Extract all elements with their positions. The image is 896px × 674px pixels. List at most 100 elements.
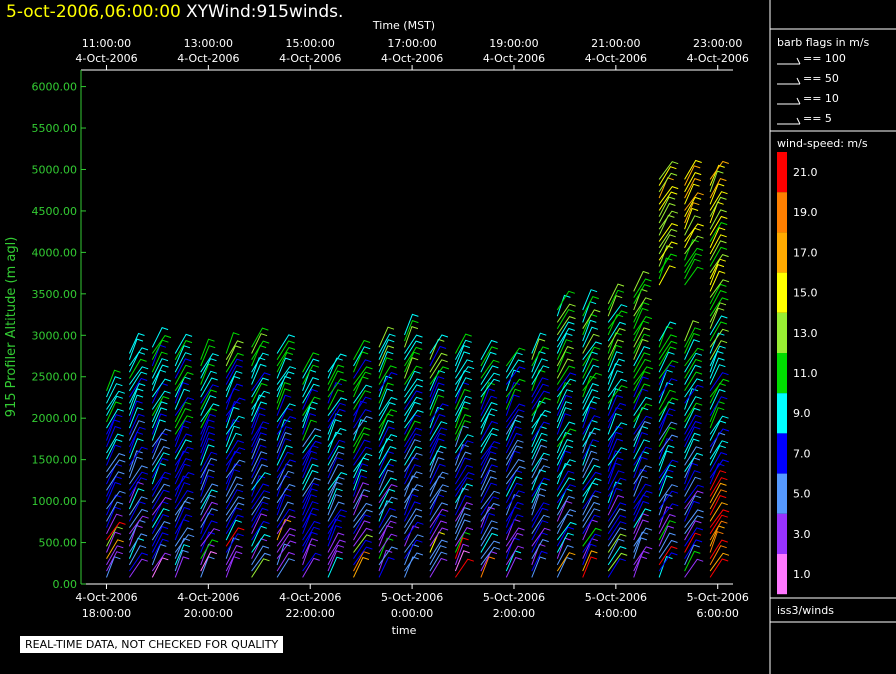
color-legend-label: 17.0 [793, 246, 818, 259]
top-tick-date: 4-Oct-2006 [483, 52, 545, 65]
wind-barb [353, 453, 373, 472]
wind-barb [480, 476, 497, 497]
wind-barb [429, 463, 446, 485]
wind-barb [556, 450, 572, 472]
wind-barb [327, 488, 343, 510]
wind-barb [378, 507, 396, 528]
wind-barb [404, 378, 424, 398]
wind-barb [684, 358, 702, 379]
wind-barb [404, 433, 422, 454]
wind-barb [174, 358, 192, 379]
wind-barb [709, 388, 726, 410]
color-legend-swatch [777, 272, 787, 313]
wind-barb [128, 533, 148, 553]
wind-barb [684, 339, 700, 360]
wind-barb [454, 359, 474, 379]
wind-barb [174, 534, 195, 553]
wind-barb [709, 328, 729, 348]
wind-barb [556, 327, 575, 348]
wind-barb [251, 377, 269, 398]
wind-barb [582, 346, 601, 367]
wind-barb [633, 415, 653, 435]
wind-barb [251, 444, 267, 466]
barb-legend-title: barb flags in m/s [777, 36, 870, 49]
wind-barb [633, 333, 651, 354]
wind-barb [658, 191, 678, 211]
wind-barb [128, 420, 145, 441]
wind-barb [128, 338, 144, 360]
legend-frame [769, 0, 896, 674]
wind-barb [684, 438, 700, 460]
wind-barb [404, 493, 419, 516]
wind-barb [151, 378, 172, 398]
wind-barb [556, 470, 575, 491]
barb-legend-symbol [777, 97, 801, 105]
wind-barb [276, 340, 295, 360]
wind-barb [709, 177, 727, 199]
wind-barb [607, 332, 622, 354]
wind-barb [607, 477, 627, 497]
wind-barb [684, 159, 702, 180]
wind-barb [200, 377, 218, 398]
wind-barb [709, 221, 728, 242]
wind-barb [607, 321, 626, 342]
wind-barb [128, 471, 149, 491]
wind-barb [251, 463, 268, 485]
wind-barb [174, 450, 190, 472]
wind-barb [505, 403, 526, 423]
wind-barb [128, 394, 144, 416]
wind-barb [251, 451, 268, 472]
wind-barb [480, 420, 498, 441]
wind-barb [658, 186, 679, 205]
wind-barb [684, 183, 700, 205]
wind-barb [276, 533, 296, 553]
color-legend-swatch [777, 353, 787, 394]
wind-barb [607, 546, 627, 566]
wind-barb [582, 319, 597, 342]
wind-barb [200, 353, 219, 373]
wind-barb [556, 294, 571, 317]
wind-barb [378, 375, 393, 398]
wind-barb [378, 520, 397, 541]
wind-barb [174, 352, 192, 373]
color-legend-swatch [777, 554, 787, 595]
wind-barb [556, 438, 574, 460]
wind-barb [658, 503, 679, 522]
wind-barb [684, 215, 701, 236]
wind-barb [200, 425, 215, 447]
wind-barb [607, 358, 625, 379]
wind-barb [658, 546, 678, 566]
color-legend-swatch [777, 393, 787, 434]
wind-barb [556, 321, 575, 342]
wind-barb [607, 378, 628, 398]
wind-barb [556, 428, 577, 448]
wind-barb [709, 489, 728, 510]
wind-barb [505, 459, 525, 479]
wind-barb [607, 527, 627, 547]
wind-barb [633, 531, 649, 553]
wind-barb [353, 468, 368, 491]
wind-barb [429, 484, 449, 504]
wind-barb [378, 514, 398, 535]
wind-barb [454, 444, 469, 466]
wind-barb [582, 375, 597, 398]
wind-barb [251, 501, 269, 522]
wind-barb [200, 489, 218, 510]
wind-barb [327, 550, 343, 572]
wind-barb [106, 414, 123, 435]
wind-barb [225, 440, 244, 460]
wind-barb [327, 357, 343, 379]
wind-barb [607, 407, 623, 429]
wind-barb [658, 389, 676, 410]
wind-barb [684, 452, 704, 472]
wind-barb [531, 487, 547, 510]
wind-barb [709, 520, 728, 541]
wind-barb [302, 520, 321, 541]
wind-barb [327, 544, 345, 566]
wind-barb [658, 223, 678, 242]
wind-barb [505, 556, 522, 578]
wind-barb [480, 469, 496, 491]
wind-barb [151, 476, 169, 497]
wind-barb [302, 352, 320, 373]
wind-barb [658, 459, 679, 479]
